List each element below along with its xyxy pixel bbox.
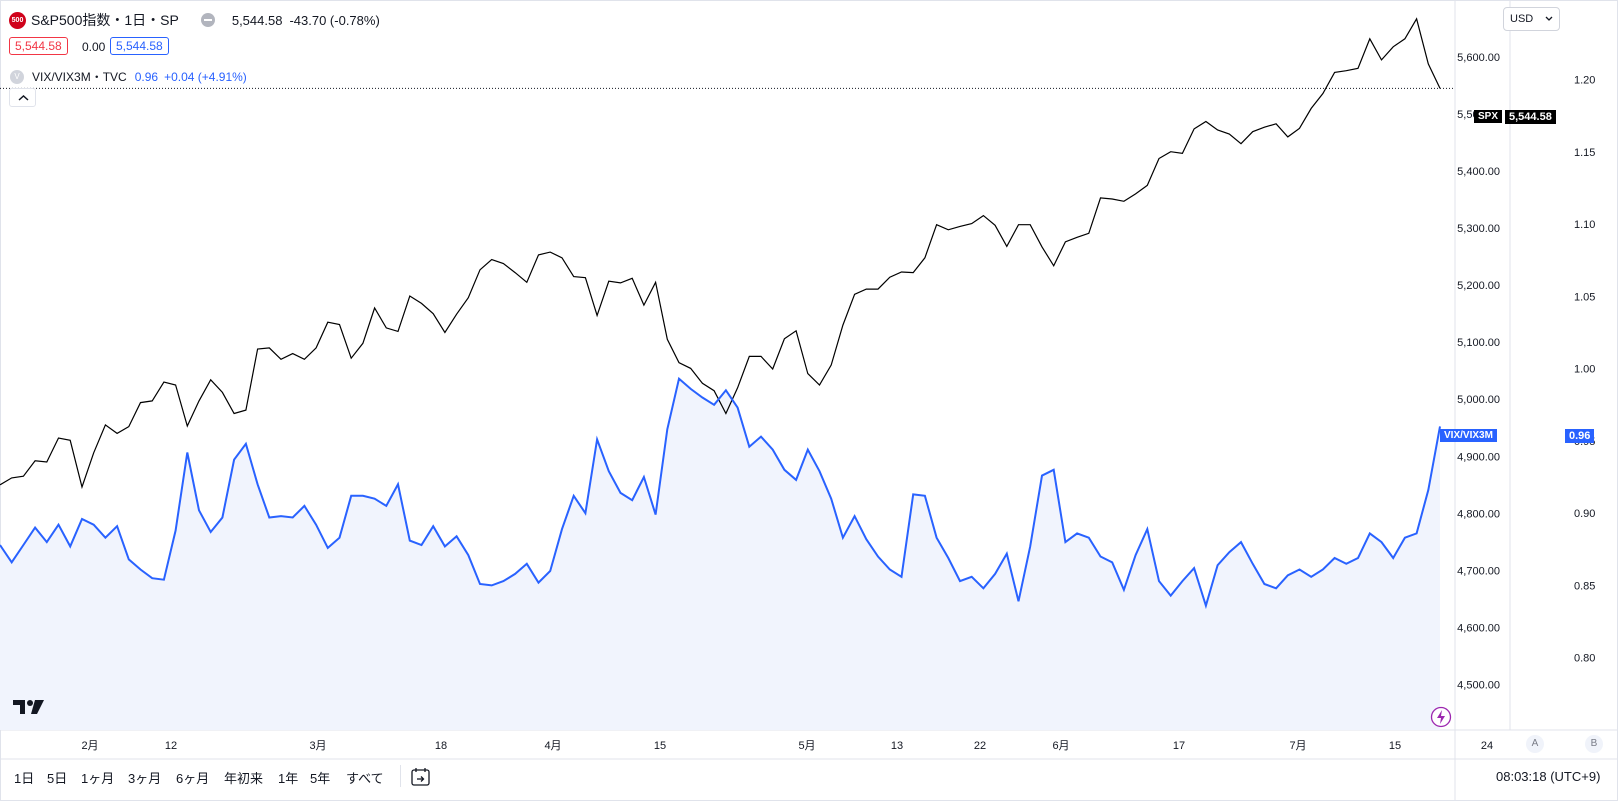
spx-axis-tick: 5,400.00 — [1457, 166, 1500, 178]
spx-axis-tick: 4,600.00 — [1457, 622, 1500, 634]
x-axis-tick: 5月 — [798, 740, 815, 752]
spx-axis-tick: 4,700.00 — [1457, 565, 1500, 577]
sp500-logo-icon: 500 — [9, 11, 26, 29]
compare-title[interactable]: VIX/VIX3M・TVC — [32, 70, 127, 84]
spx-axis-tick: 4,900.00 — [1457, 451, 1500, 463]
x-axis-tick: 7月 — [1289, 740, 1306, 752]
compare-legend: V VIX/VIX3M・TVC 0.96 +0.04 (+4.91%) — [10, 68, 247, 85]
vix-flag-label: VIX/VIX3M — [1440, 429, 1497, 442]
x-axis-tick: 17 — [1173, 740, 1185, 752]
timeframe-button[interactable]: 3ヶ月 — [128, 771, 162, 786]
vix-axis-tick: 1.05 — [1574, 291, 1595, 303]
timeframe-divider — [400, 765, 401, 787]
timeframe-button[interactable]: 年初来 — [224, 771, 264, 786]
vix-axis-tick: 0.80 — [1574, 653, 1595, 665]
vix-axis-tick: 0.85 — [1574, 580, 1595, 592]
vix-area — [0, 378, 1440, 730]
log-scale-button[interactable]: B — [1585, 735, 1603, 753]
chevron-down-icon — [1545, 16, 1553, 21]
collapse-legend-button[interactable] — [9, 88, 36, 107]
spread-value: 0.00 — [82, 40, 106, 54]
x-axis-tick: 4月 — [544, 740, 561, 752]
compare-value: 0.96 — [134, 69, 159, 84]
tradingview-logo-icon[interactable] — [13, 698, 45, 716]
spx-flag-value: 5,544.58 — [1505, 110, 1556, 124]
vix-axis-tick: 0.90 — [1574, 508, 1595, 520]
timeframe-button[interactable]: すべて — [346, 771, 384, 786]
lightning-icon[interactable] — [1430, 706, 1452, 728]
chevron-up-icon — [18, 94, 29, 101]
spx-axis-tick: 5,200.00 — [1457, 280, 1500, 292]
ask-price[interactable]: 5,544.58 — [110, 37, 169, 55]
compare-change: +0.04 (+4.91%) — [164, 69, 247, 84]
currency-selector[interactable]: USD — [1503, 7, 1560, 31]
x-axis-tick: 24 — [1481, 740, 1493, 752]
bid-price[interactable]: 5,544.58 — [9, 37, 68, 55]
calendar-goto-icon[interactable] — [410, 766, 432, 788]
timeframe-button[interactable]: 6ヶ月 — [176, 771, 210, 786]
spx-axis-tick: 4,500.00 — [1457, 679, 1500, 691]
price-change: -43.70 (-0.78%) — [289, 12, 380, 28]
timeframe-button[interactable]: 1日 — [14, 771, 35, 786]
auto-scale-button[interactable]: A — [1526, 735, 1544, 753]
timeframe-button[interactable]: 1年 — [278, 771, 299, 786]
market-status-icon — [200, 13, 215, 27]
main-legend: 500 S&P500指数・1日・SP 5,544.58 -43.70 (-0.7… — [9, 10, 380, 30]
spx-axis-tick: 5,300.00 — [1457, 223, 1500, 235]
last-price: 5,544.58 — [231, 12, 283, 28]
timeframe-button[interactable]: 1ヶ月 — [81, 771, 115, 786]
x-axis-tick: 3月 — [309, 740, 326, 752]
x-axis-tick: 2月 — [81, 740, 98, 752]
vix-logo-icon: V — [10, 69, 24, 84]
vix-line — [0, 376, 1441, 610]
spx-axis-tick: 4,800.00 — [1457, 508, 1500, 520]
vix-axis-tick: 1.15 — [1574, 147, 1595, 159]
spx-flag-label: SPX — [1474, 110, 1503, 123]
vix-flag-value: 0.96 — [1565, 429, 1595, 443]
x-axis-tick: 22 — [974, 740, 986, 752]
x-axis-tick: 15 — [654, 740, 666, 752]
vix-axis-tick: 1.20 — [1574, 75, 1595, 87]
vix-axis-tick: 1.10 — [1574, 219, 1595, 231]
x-axis-tick: 15 — [1389, 740, 1401, 752]
x-axis-tick: 18 — [435, 740, 447, 752]
timeframe-button[interactable]: 5日 — [47, 771, 68, 786]
vix-axis-tick: 1.00 — [1574, 364, 1595, 376]
symbol-title[interactable]: S&P500指数・1日・SP — [31, 12, 179, 28]
spx-axis-tick: 5,600.00 — [1457, 52, 1500, 64]
x-axis-tick: 13 — [891, 740, 903, 752]
spx-axis-tick: 5,000.00 — [1457, 394, 1500, 406]
x-axis-tick: 6月 — [1052, 740, 1069, 752]
timeframe-button[interactable]: 5年 — [310, 771, 331, 786]
x-axis-tick: 12 — [165, 740, 177, 752]
spx-axis-tick: 5,100.00 — [1457, 337, 1500, 349]
currency-value: USD — [1510, 13, 1534, 25]
spx-line — [0, 17, 1441, 490]
clock-display[interactable]: 08:03:18 (UTC+9) — [1496, 769, 1601, 784]
